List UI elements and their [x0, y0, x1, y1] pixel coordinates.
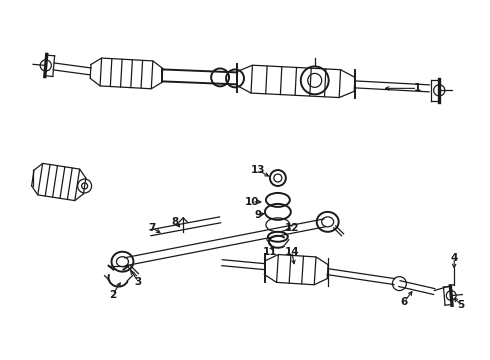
Text: 5: 5	[458, 300, 465, 310]
Text: 9: 9	[254, 210, 262, 220]
Text: 10: 10	[245, 197, 259, 207]
Text: 4: 4	[450, 253, 458, 263]
Text: 7: 7	[148, 223, 156, 233]
Text: 13: 13	[251, 165, 265, 175]
Text: 12: 12	[285, 223, 299, 233]
Text: 8: 8	[172, 217, 179, 227]
Text: 14: 14	[285, 247, 299, 257]
Text: 1: 1	[414, 84, 421, 93]
Text: 2: 2	[109, 289, 116, 300]
Text: 3: 3	[135, 276, 142, 287]
Text: 11: 11	[263, 247, 277, 257]
Text: 6: 6	[401, 297, 408, 306]
